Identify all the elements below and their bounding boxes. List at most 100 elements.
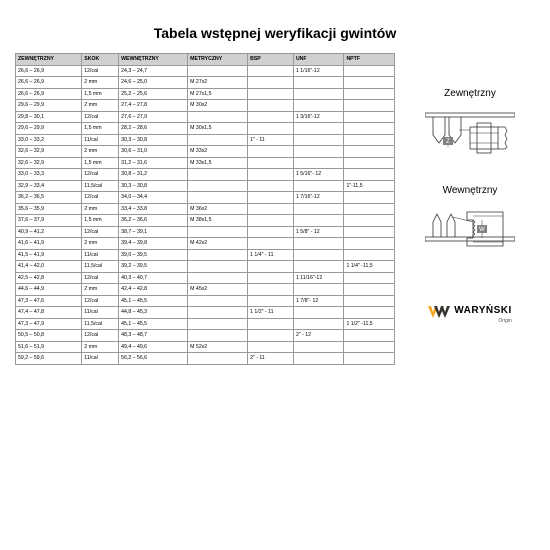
table-cell: 27,6 – 27,9 bbox=[119, 111, 188, 123]
table-cell: 1,5 mm bbox=[82, 123, 119, 135]
table-row: 33,0 – 33,312/cal30,8 – 31,21 5/16"- 12 bbox=[16, 169, 395, 181]
table-cell: 39,4 – 39,8 bbox=[119, 238, 188, 250]
table-cell bbox=[248, 192, 294, 204]
table-cell bbox=[344, 249, 395, 261]
table-row: 59,2 – 59,611/cal56,2 – 56,62" - 11 bbox=[16, 353, 395, 365]
table-cell bbox=[293, 100, 344, 112]
table-cell: 11/cal bbox=[82, 134, 119, 146]
table-cell bbox=[344, 100, 395, 112]
table-cell bbox=[344, 341, 395, 353]
warynski-logo: WARYŃSKI Origin bbox=[428, 300, 512, 324]
table-cell: 1"-11,5 bbox=[344, 180, 395, 192]
table-cell bbox=[248, 146, 294, 158]
table-cell: 38,7 – 39,1 bbox=[119, 226, 188, 238]
table-cell bbox=[188, 330, 248, 342]
table-cell: 47,3 – 47,9 bbox=[16, 318, 82, 330]
table-row: 26,6 – 26,91,5 mm25,2 – 25,6M 27x1,5 bbox=[16, 88, 395, 100]
table-cell: 12/cal bbox=[82, 295, 119, 307]
column-header: UNF bbox=[293, 54, 344, 66]
table-cell: 1 7/8"- 12 bbox=[293, 295, 344, 307]
table-cell: 24,6 – 25,0 bbox=[119, 77, 188, 89]
table-cell bbox=[188, 192, 248, 204]
table-cell: 11/cal bbox=[82, 249, 119, 261]
table-cell: 1" - 11 bbox=[248, 134, 294, 146]
table-cell: 29,6 – 29,9 bbox=[16, 100, 82, 112]
table-cell: 47,3 – 47,6 bbox=[16, 295, 82, 307]
column-header: ZEWNĘTRZNY bbox=[16, 54, 82, 66]
logo-subtext: Origin bbox=[454, 318, 512, 324]
table-cell: 24,3 – 24,7 bbox=[119, 65, 188, 77]
table-cell: 1 3/16"-12 bbox=[293, 111, 344, 123]
table-cell bbox=[188, 226, 248, 238]
table-cell bbox=[344, 238, 395, 250]
table-cell: 29,8 – 30,1 bbox=[16, 111, 82, 123]
table-cell bbox=[293, 77, 344, 89]
table-cell: 26,6 – 26,9 bbox=[16, 65, 82, 77]
table-cell: 44,6 – 44,9 bbox=[16, 284, 82, 296]
table-cell bbox=[248, 157, 294, 169]
table-cell bbox=[344, 215, 395, 227]
table-cell bbox=[188, 180, 248, 192]
table-cell: 2" - 11 bbox=[248, 353, 294, 365]
table-cell: 1 1/4" -11,5 bbox=[344, 261, 395, 273]
table-cell: 42,5 – 42,8 bbox=[16, 272, 82, 284]
internal-caliper-icon: W bbox=[425, 202, 515, 257]
table-row: 29,6 – 29,91,5 mm28,2 – 28,6M 30x1,5 bbox=[16, 123, 395, 135]
table-cell bbox=[248, 111, 294, 123]
table-cell: 12/cal bbox=[82, 226, 119, 238]
table-cell: 31,2 – 31,6 bbox=[119, 157, 188, 169]
table-cell bbox=[248, 100, 294, 112]
column-header: NPTF bbox=[344, 54, 395, 66]
table-cell: 44,8 – 45,3 bbox=[119, 307, 188, 319]
table-cell: 12/cal bbox=[82, 272, 119, 284]
page-title: Tabela wstępnej weryfikacji gwintów bbox=[154, 25, 396, 41]
table-cell: 1 5/16"- 12 bbox=[293, 169, 344, 181]
column-header: SKOK bbox=[82, 54, 119, 66]
table-cell: 50,5 – 50,8 bbox=[16, 330, 82, 342]
table-row: 47,3 – 47,911,5/cal45,1 – 45,51 1/2" -11… bbox=[16, 318, 395, 330]
table-cell bbox=[188, 65, 248, 77]
side-panel: Zewnętrzny Z Wewnętrzny bbox=[405, 53, 535, 365]
table-cell bbox=[344, 65, 395, 77]
table-cell: 37,6 – 37,9 bbox=[16, 215, 82, 227]
table-cell bbox=[188, 249, 248, 261]
thread-table: ZEWNĘTRZNYSKOKWEWNĘTRZNYMETRYCZNYBSPUNFN… bbox=[15, 53, 395, 365]
table-cell: 12/cal bbox=[82, 65, 119, 77]
table-cell: M 27x2 bbox=[188, 77, 248, 89]
table-row: 47,4 – 47,811/cal44,8 – 45,31 1/2" - 11 bbox=[16, 307, 395, 319]
column-header: BSP bbox=[248, 54, 294, 66]
table-cell: 1 1/2" -11,5 bbox=[344, 318, 395, 330]
table-cell: 32,6 – 32,9 bbox=[16, 146, 82, 158]
table-cell bbox=[344, 330, 395, 342]
table-cell: 41,4 – 42,0 bbox=[16, 261, 82, 273]
table-cell bbox=[248, 341, 294, 353]
table-cell bbox=[344, 272, 395, 284]
table-cell: 33,0 – 33,2 bbox=[16, 134, 82, 146]
table-cell bbox=[248, 65, 294, 77]
table-cell: 2 mm bbox=[82, 284, 119, 296]
table-row: 29,8 – 30,112/cal27,6 – 27,91 3/16"-12 bbox=[16, 111, 395, 123]
internal-diagram-label: Wewnętrzny bbox=[425, 185, 515, 196]
table-cell: 32,9 – 33,4 bbox=[16, 180, 82, 192]
table-cell bbox=[344, 353, 395, 365]
table-cell: 30,3 – 30,8 bbox=[119, 180, 188, 192]
table-cell bbox=[293, 261, 344, 273]
table-cell: 1 11/16"-12 bbox=[293, 272, 344, 284]
table-cell bbox=[248, 284, 294, 296]
table-cell: 25,2 – 25,6 bbox=[119, 88, 188, 100]
table-cell bbox=[293, 215, 344, 227]
table-cell: 12/cal bbox=[82, 330, 119, 342]
table-cell bbox=[293, 353, 344, 365]
table-cell bbox=[293, 88, 344, 100]
table-cell: 30,3 – 30,8 bbox=[119, 134, 188, 146]
table-cell: 2 mm bbox=[82, 238, 119, 250]
table-cell: M 33x1,5 bbox=[188, 157, 248, 169]
table-cell: 28,2 – 28,6 bbox=[119, 123, 188, 135]
table-cell: 39,2 – 39,5 bbox=[119, 261, 188, 273]
table-cell: M 36x2 bbox=[188, 203, 248, 215]
table-row: 41,5 – 41,911/cal39,0 – 39,51 1/4" - 11 bbox=[16, 249, 395, 261]
table-row: 42,5 – 42,812/cal40,3 – 40,71 11/16"-12 bbox=[16, 272, 395, 284]
table-cell bbox=[248, 169, 294, 181]
table-row: 41,4 – 42,011,5/cal39,2 – 39,51 1/4" -11… bbox=[16, 261, 395, 273]
table-cell bbox=[293, 249, 344, 261]
